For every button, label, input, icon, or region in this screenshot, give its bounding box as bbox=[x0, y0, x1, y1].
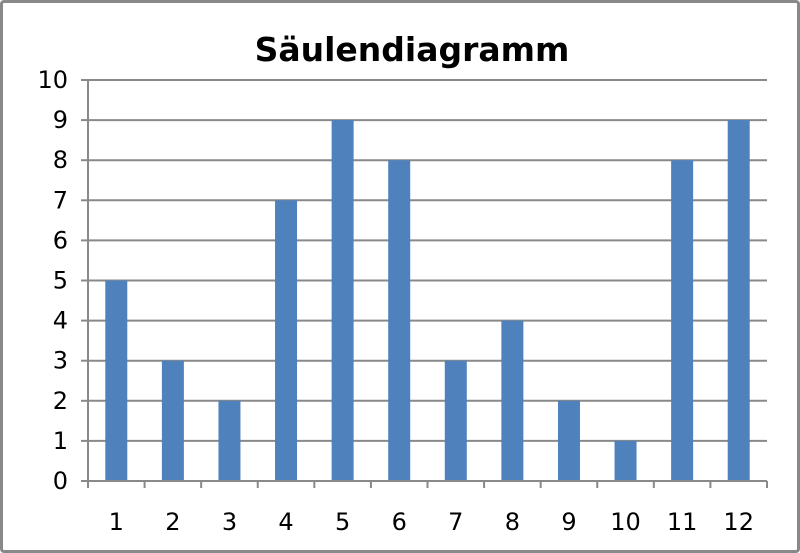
x-tick-label: 8 bbox=[505, 508, 520, 536]
gridlines bbox=[88, 79, 767, 442]
x-tick-label: 9 bbox=[561, 508, 576, 536]
y-tick-label: 4 bbox=[53, 307, 68, 335]
y-tick-label: 10 bbox=[37, 66, 68, 94]
x-tick-label: 11 bbox=[667, 508, 698, 536]
y-tick-label: 1 bbox=[53, 427, 68, 455]
bar-7 bbox=[444, 360, 467, 481]
axes bbox=[81, 79, 768, 488]
y-tick-label: 5 bbox=[53, 267, 68, 295]
bar-3 bbox=[218, 400, 241, 481]
y-tick-label: 2 bbox=[53, 387, 68, 415]
y-tick-label: 6 bbox=[53, 226, 68, 254]
bar-1 bbox=[105, 280, 128, 481]
y-tick-label: 9 bbox=[53, 106, 68, 134]
bar-9 bbox=[557, 400, 580, 481]
x-tick-label: 7 bbox=[448, 508, 463, 536]
x-tick-label: 3 bbox=[222, 508, 237, 536]
x-tick-label: 12 bbox=[723, 508, 754, 536]
bar-2 bbox=[161, 360, 184, 481]
y-tick-label: 3 bbox=[53, 347, 68, 375]
chart-title: Säulendiagramm bbox=[255, 30, 570, 69]
bar-10 bbox=[614, 440, 637, 481]
bar-12 bbox=[727, 120, 750, 481]
y-tick-label: 0 bbox=[53, 467, 68, 495]
bar-6 bbox=[388, 160, 411, 481]
x-tick-label: 10 bbox=[610, 508, 641, 536]
bar-11 bbox=[671, 160, 694, 481]
x-tick-label: 1 bbox=[109, 508, 124, 536]
x-tick-label: 2 bbox=[165, 508, 180, 536]
bar-4 bbox=[275, 200, 298, 482]
bar-5 bbox=[331, 120, 354, 481]
x-tick-labels: 1 2 3 4 5 6 7 8 9 10 11 12 bbox=[109, 508, 754, 536]
y-tick-label: 7 bbox=[53, 186, 68, 214]
x-tick-label: 4 bbox=[278, 508, 293, 536]
y-tick-label: 8 bbox=[53, 146, 68, 174]
y-tick-labels: 0 1 2 3 4 5 6 7 8 9 10 bbox=[37, 66, 68, 495]
bar-8 bbox=[501, 320, 524, 481]
x-tick-label: 5 bbox=[335, 508, 350, 536]
bars bbox=[105, 120, 750, 482]
x-tick-label: 6 bbox=[392, 508, 407, 536]
